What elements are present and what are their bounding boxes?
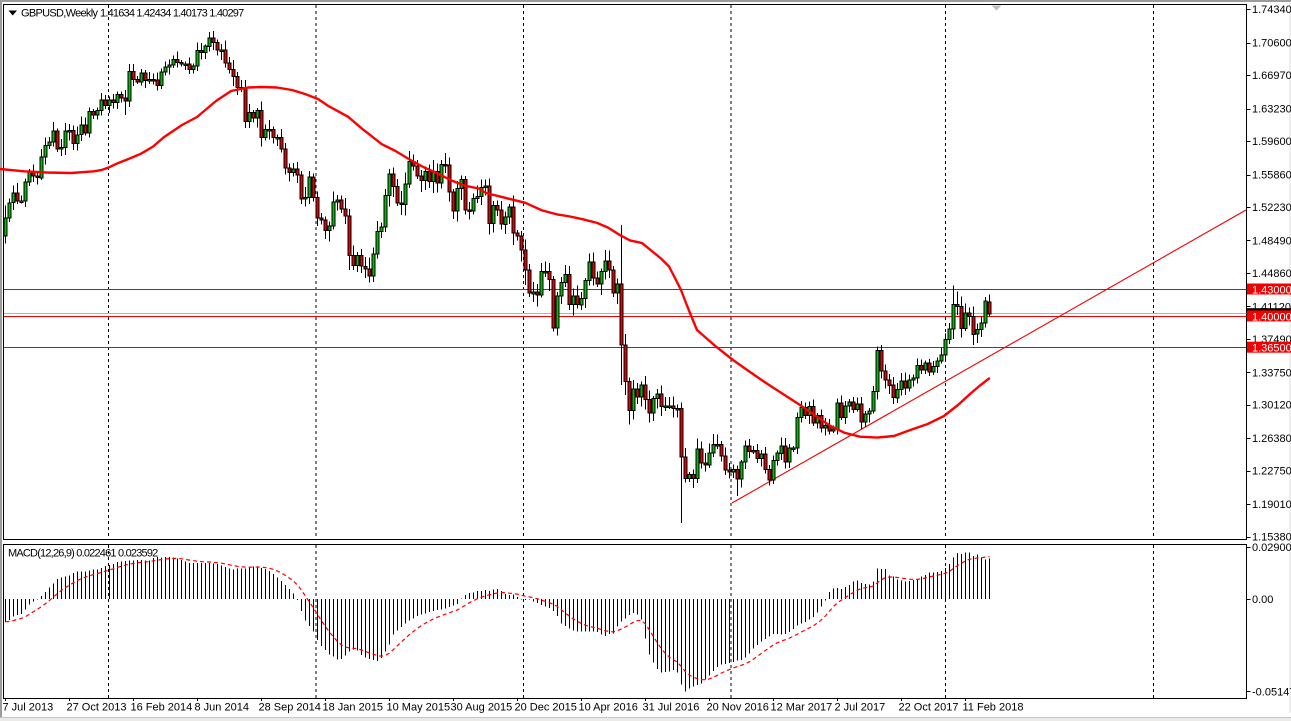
svg-text:1.30120: 1.30120 xyxy=(1252,400,1291,412)
svg-text:20 Dec 2015: 20 Dec 2015 xyxy=(515,702,577,714)
svg-text:MACD(12,26,9) 0.022461 0.02359: MACD(12,26,9) 0.022461 0.023592 xyxy=(8,548,158,560)
svg-text:1.44860: 1.44860 xyxy=(1252,268,1291,280)
svg-text:20 Nov 2016: 20 Nov 2016 xyxy=(707,702,769,714)
svg-text:0.00: 0.00 xyxy=(1252,594,1273,606)
svg-text:11 Feb 2018: 11 Feb 2018 xyxy=(963,702,1024,714)
svg-text:1.26380: 1.26380 xyxy=(1252,433,1291,445)
svg-text:16 Feb 2014: 16 Feb 2014 xyxy=(131,702,193,714)
svg-text:GBPUSD,Weekly: GBPUSD,Weekly xyxy=(21,8,98,20)
svg-text:1.43000: 1.43000 xyxy=(1252,285,1291,297)
svg-text:2 Jul 2017: 2 Jul 2017 xyxy=(835,702,886,714)
svg-text:1.66970: 1.66970 xyxy=(1252,70,1291,82)
svg-text:18 Jan 2015: 18 Jan 2015 xyxy=(323,702,384,714)
svg-text:12 Mar 2017: 12 Mar 2017 xyxy=(771,702,833,714)
svg-text:1.74340: 1.74340 xyxy=(1252,4,1291,16)
svg-text:10 May 2015: 10 May 2015 xyxy=(387,702,451,714)
svg-text:28 Sep 2014: 28 Sep 2014 xyxy=(259,702,321,714)
svg-text:30 Aug 2015: 30 Aug 2015 xyxy=(451,702,513,714)
svg-text:1.48490: 1.48490 xyxy=(1252,235,1291,247)
svg-text:0.029008: 0.029008 xyxy=(1252,542,1291,554)
svg-text:7 Jul 2013: 7 Jul 2013 xyxy=(3,702,54,714)
svg-text:1.59600: 1.59600 xyxy=(1252,136,1291,148)
svg-text:-0.051476: -0.051476 xyxy=(1252,686,1291,698)
svg-text:8 Jun 2014: 8 Jun 2014 xyxy=(195,702,249,714)
svg-text:1.15380: 1.15380 xyxy=(1252,532,1291,544)
svg-text:1.63230: 1.63230 xyxy=(1252,104,1291,116)
svg-text:1.55860: 1.55860 xyxy=(1252,170,1291,182)
svg-text:31 Jul 2016: 31 Jul 2016 xyxy=(643,702,700,714)
svg-text:1.52230: 1.52230 xyxy=(1252,202,1291,214)
svg-text:1.41634 1.42434 1.40173 1.4029: 1.41634 1.42434 1.40173 1.40297 xyxy=(100,8,244,20)
svg-text:1.33750: 1.33750 xyxy=(1252,367,1291,379)
svg-text:10 Apr 2016: 10 Apr 2016 xyxy=(579,702,638,714)
svg-text:27 Oct 2013: 27 Oct 2013 xyxy=(67,702,127,714)
svg-text:1.22750: 1.22750 xyxy=(1252,466,1291,478)
svg-text:1.40000: 1.40000 xyxy=(1252,311,1291,323)
svg-text:1.36500: 1.36500 xyxy=(1252,343,1291,355)
svg-text:22 Oct 2017: 22 Oct 2017 xyxy=(899,702,959,714)
svg-text:1.70600: 1.70600 xyxy=(1252,38,1291,50)
svg-text:1.19010: 1.19010 xyxy=(1252,499,1291,511)
